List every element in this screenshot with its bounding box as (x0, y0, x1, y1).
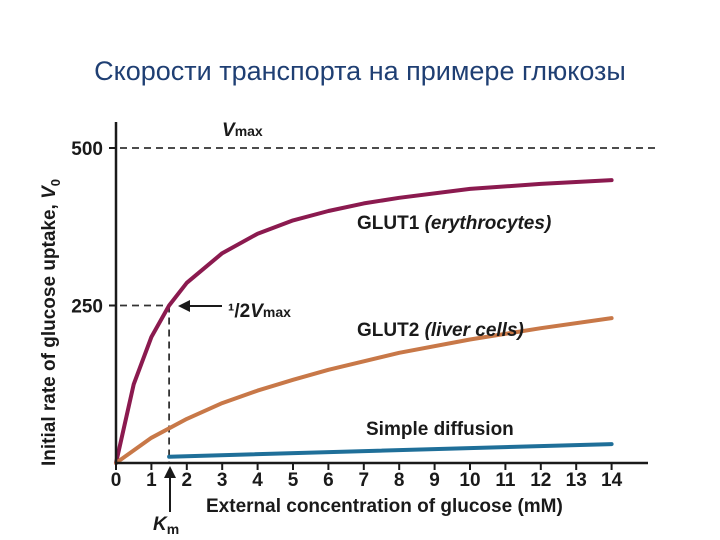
half-vmax-arrow (178, 300, 222, 312)
half-vmax-label: ¹/2Vmax (228, 301, 291, 322)
x-tick-label: 4 (252, 470, 263, 491)
simple-diffusion-curve (167, 442, 614, 459)
y-tick-label: 500 (71, 139, 103, 160)
y-tick-label: 250 (71, 297, 103, 318)
glut1-curve (114, 178, 614, 465)
glut1-label: GLUT1 (erythrocytes) (357, 213, 551, 234)
km-arrow (164, 466, 176, 512)
x-tick-label: 7 (359, 470, 370, 491)
x-tick-label: 13 (566, 470, 587, 491)
glut2-label: GLUT2 (liver cells) (357, 320, 524, 341)
series-curves (114, 178, 614, 465)
x-tick-label: 10 (459, 470, 480, 491)
x-tick-label: 14 (601, 470, 623, 491)
slide-title: Скорости транспорта на примере глюкозы (94, 56, 626, 86)
vmax-label: Vmax (222, 120, 263, 141)
km-label: Km (153, 514, 179, 537)
x-tick-label: 0 (111, 470, 122, 491)
x-tick-label: 11 (495, 470, 516, 491)
x-tick-label: 2 (182, 470, 193, 491)
x-axis-title: External concentration of glucose (mM) (206, 496, 563, 517)
x-tick-label: 3 (217, 470, 228, 491)
x-tick-label: 5 (288, 470, 299, 491)
x-tick-label: 8 (394, 470, 405, 491)
reference-lines (120, 147, 655, 463)
glut2-curve (114, 316, 614, 465)
y-axis-title: Initial rate of glucose uptake, V0 (39, 179, 63, 466)
simple-diffusion-label: Simple diffusion (366, 419, 514, 440)
x-tick-label: 1 (146, 470, 157, 491)
x-tick-label: 12 (530, 470, 551, 491)
x-tick-label: 6 (323, 470, 334, 491)
x-tick-label: 9 (429, 470, 440, 491)
axes (114, 122, 648, 465)
